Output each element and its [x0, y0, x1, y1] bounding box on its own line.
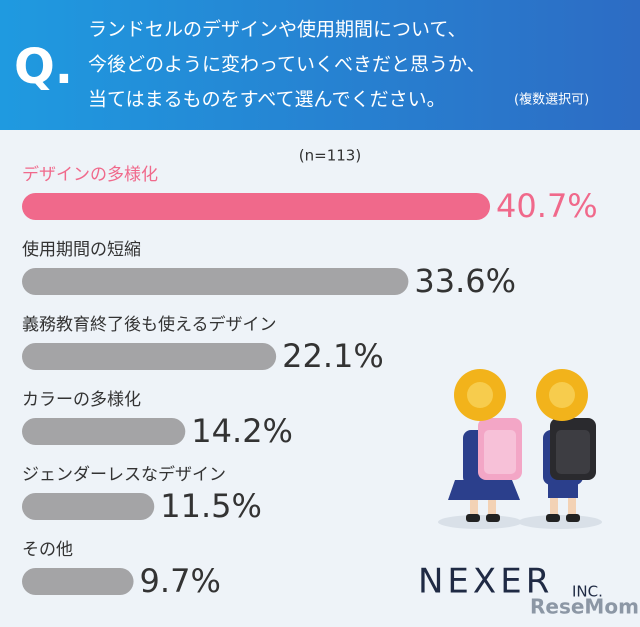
value-label: 11.5%	[160, 487, 262, 525]
value-label: 22.1%	[282, 337, 384, 375]
category-label: ジェンダーレスなデザイン	[22, 464, 226, 485]
logo-suffix: INC.	[572, 583, 603, 601]
category-label: デザインの多様化	[22, 164, 158, 185]
title-line: ランドセルのデザインや使用期間について、	[88, 19, 466, 41]
subtitle: (n=113)	[299, 147, 361, 165]
logo: NEXER	[418, 562, 553, 602]
value-label: 14.2%	[191, 412, 293, 450]
illustration	[438, 369, 602, 529]
bar	[22, 268, 409, 295]
category-label: その他	[22, 540, 73, 560]
header-band	[0, 0, 640, 130]
title-prefix: Q.	[14, 39, 73, 95]
title-line: 今後どのように変わっていくべきだと思うか、	[88, 54, 486, 76]
value-label: 40.7%	[496, 187, 598, 225]
watermark: ReseMom	[530, 595, 639, 619]
bar	[22, 418, 186, 445]
value-label: 33.6%	[414, 262, 516, 300]
category-label: カラーの多様化	[22, 390, 141, 410]
value-label: 9.7%	[140, 562, 221, 600]
bar	[22, 493, 155, 520]
category-label: 使用期間の短縮	[22, 239, 141, 260]
bar	[22, 568, 134, 595]
bar	[22, 193, 491, 220]
title-note: (複数選択可)	[514, 92, 589, 108]
title-line: 当てはまるものをすべて選んでください。	[88, 89, 446, 111]
category-label: 義務教育終了後も使えるデザイン	[22, 314, 277, 335]
bar	[22, 343, 277, 370]
